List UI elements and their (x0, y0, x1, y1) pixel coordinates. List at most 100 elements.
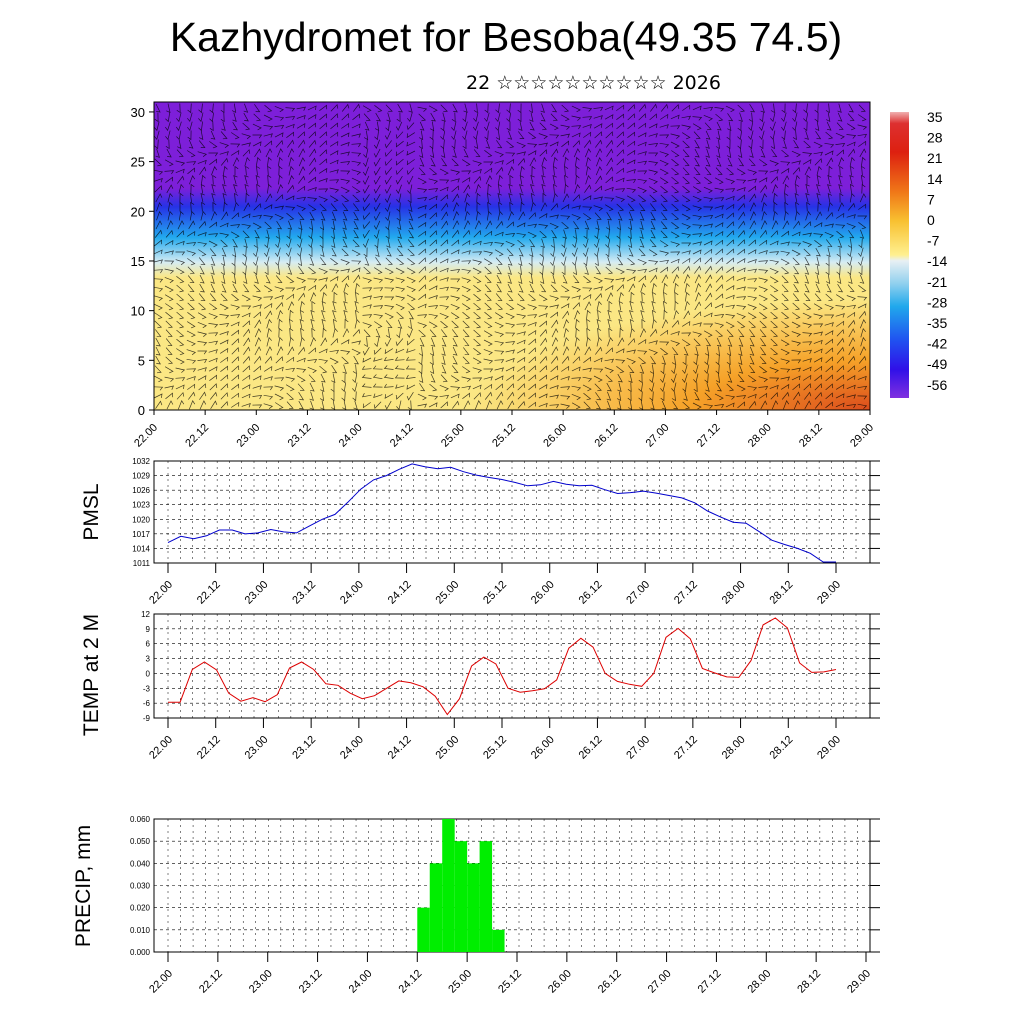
cross-section-x-tick-label: 23.12 (286, 422, 314, 450)
pmsl-y-axis-label: PMSL (80, 483, 103, 540)
precip-x-tick-label: 23.00 (247, 968, 275, 996)
pmsl-x-tick-label: 22.12 (195, 579, 223, 607)
temp-x-tick-label: 25.00 (433, 734, 461, 762)
cross-section-x-tick-label: 23.00 (234, 422, 262, 450)
pmsl-y-tick-label: 1014 (132, 544, 150, 553)
pmsl-y-tick-label: 1029 (132, 472, 150, 481)
pmsl-x-tick-label: 28.00 (720, 579, 748, 607)
pmsl-y-tick-label: 1020 (132, 515, 150, 524)
precip-bar (429, 863, 443, 952)
y-tick-label: 20 (131, 204, 145, 219)
temp-x-tick-label: 26.12 (577, 734, 605, 762)
cross-section-panel: 0 5 10 15 20 25 30 22.00 22.12 23.00 23.12 24.00 24.… (131, 101, 876, 450)
precip-y-tick-label: 0.030 (130, 882, 151, 891)
temp-y-tick-label: -9 (143, 714, 151, 723)
pmsl-y-tick-label: 1026 (132, 486, 150, 495)
precip-x-tick-label: 27.00 (646, 968, 674, 996)
pmsl-x-tick-label: 26.12 (577, 579, 605, 607)
pmsl-y-tick-label: 1032 (132, 457, 150, 466)
cross-section-x-tick-label: 24.00 (337, 422, 365, 450)
precip-x-tick-label: 28.12 (795, 968, 823, 996)
temp-series-line (168, 617, 837, 716)
precip-x-tick-label: 25.00 (446, 968, 474, 996)
chart-title: Kazhydromet for Besoba(49.35 74.5) (169, 14, 843, 60)
temp-x-tick-label: 24.00 (338, 734, 366, 762)
precip-x-tick-label: 22.00 (147, 968, 175, 996)
temp-y-tick-label: -6 (143, 699, 151, 708)
precip-y-tick-label: 0.020 (130, 904, 151, 913)
precip-y-tick-label: 0.000 (130, 948, 151, 957)
precip-panel: 0.000 0.010 0.020 0.030 0.040 0.050 0.060 22.00… (72, 815, 880, 996)
colorbar: 35 28 21 14 7 0 -7 -14 -21 -28 -35 -42 -49 -56 (890, 109, 947, 398)
y-tick-label: 15 (131, 254, 145, 269)
precip-y-axis-label: PRECIP, mm (72, 825, 95, 947)
temp-x-tick-label: 28.12 (767, 734, 795, 762)
pmsl-x-tick-label: 26.00 (529, 579, 557, 607)
pmsl-x-tick-label: 22.00 (147, 579, 175, 607)
colorbar-label: 21 (927, 150, 943, 166)
chart-subtitle: 22 ☆☆☆☆☆☆☆☆☆☆ 2026 (466, 72, 721, 94)
temp-x-tick-label: 29.00 (815, 734, 843, 762)
pmsl-y-tick-label: 1011 (133, 559, 151, 568)
temp-y-tick-label: 3 (146, 655, 151, 664)
precip-bar (467, 863, 480, 952)
precip-bar (479, 841, 493, 952)
pmsl-x-tick-label: 27.12 (672, 579, 700, 607)
temp-y-tick-label: 6 (146, 640, 151, 649)
temp-x-tick-label: 27.00 (624, 734, 652, 762)
cross-section-x-tick-label: 27.12 (695, 422, 723, 450)
y-tick-label: 30 (131, 105, 145, 120)
temp-y-tick-label: 12 (141, 610, 150, 619)
precip-x-tick-label: 24.00 (347, 968, 375, 996)
cross-section-x-tick-label: 29.00 (848, 422, 876, 450)
colorbar-label: -28 (927, 294, 947, 310)
pmsl-x-tick-label: 23.12 (290, 579, 318, 607)
cross-section-x-tick-label: 26.12 (592, 422, 620, 450)
precip-x-tick-label: 22.12 (197, 968, 225, 996)
precip-bar (442, 819, 455, 952)
y-tick-label: 10 (131, 304, 145, 319)
colorbar-label: -21 (927, 274, 947, 290)
colorbar-label: 14 (927, 171, 943, 187)
temp-x-tick-label: 27.12 (672, 734, 700, 762)
precip-x-tick-label: 23.12 (297, 968, 325, 996)
cross-section-x-tick-label: 27.00 (644, 422, 672, 450)
y-tick-label: 25 (131, 155, 145, 170)
precip-x-tick-label: 28.00 (745, 968, 773, 996)
temp-x-tick-label: 22.12 (195, 734, 223, 762)
temp-x-tick-label: 28.00 (720, 734, 748, 762)
pmsl-y-tick-label: 1017 (132, 530, 150, 539)
pmsl-x-tick-label: 27.00 (624, 579, 652, 607)
warm-region (470, 300, 870, 410)
cross-section-x-tick-label: 28.00 (746, 422, 774, 450)
colorbar-label: 7 (927, 191, 935, 207)
precip-x-tick-label: 24.12 (396, 968, 424, 996)
precip-x-tick-label: 26.00 (546, 968, 574, 996)
temp-y-tick-label: 9 (146, 625, 151, 634)
temp-x-tick-label: 22.00 (147, 734, 175, 762)
colorbar-label: -42 (927, 336, 947, 352)
precip-y-tick-label: 0.050 (130, 837, 151, 846)
precip-x-tick-label: 26.12 (596, 968, 624, 996)
pmsl-y-tick-label: 1023 (132, 501, 150, 510)
precip-y-tick-label: 0.040 (130, 859, 151, 868)
pmsl-x-tick-label: 25.12 (481, 579, 509, 607)
cross-section-x-tick-label: 28.12 (797, 422, 825, 450)
precip-x-tick-label: 25.12 (496, 968, 524, 996)
cross-section-x-tick-label: 22.12 (183, 422, 211, 450)
precip-x-tick-label: 27.12 (696, 968, 724, 996)
pmsl-x-tick-label: 24.00 (338, 579, 366, 607)
colorbar-gradient (890, 112, 909, 398)
precip-y-tick-label: 0.010 (130, 926, 151, 935)
pmsl-frame (153, 460, 871, 564)
pmsl-x-tick-label: 23.00 (243, 579, 271, 607)
colorbar-label: 28 (927, 130, 943, 146)
cross-section-x-tick-label: 22.00 (132, 422, 160, 450)
temp-x-tick-label: 24.12 (386, 734, 414, 762)
cross-section-x-tick-label: 25.12 (490, 422, 518, 450)
temp-y-tick-label: -3 (143, 684, 151, 693)
precip-bar (417, 907, 430, 952)
cross-section-x-tick-label: 26.00 (541, 422, 569, 450)
precip-y-tick-label: 0.060 (130, 815, 151, 824)
